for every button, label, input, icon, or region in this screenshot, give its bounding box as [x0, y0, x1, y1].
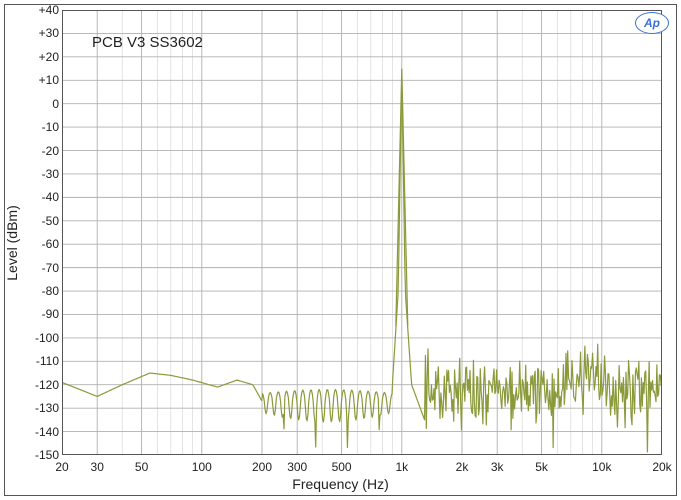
y-tick-label: -80 — [23, 284, 59, 298]
x-tick-label: 20k — [652, 460, 671, 474]
ap-logo-text: Ap — [635, 12, 669, 34]
chart-container: Level (dBm) Frequency (Hz) +40 +30 +20 +10 0… — [0, 0, 681, 500]
x-tick-label: 50 — [135, 460, 148, 474]
data-series — [62, 69, 662, 452]
x-tick-label: 2k — [456, 460, 469, 474]
x-axis-label: Frequency (Hz) — [0, 476, 681, 492]
grid — [62, 10, 662, 455]
y-tick-label: -50 — [23, 214, 59, 228]
y-tick-label: -20 — [23, 144, 59, 158]
x-tick-label: 500 — [332, 460, 352, 474]
y-tick-label: -40 — [23, 190, 59, 204]
y-tick-label: +20 — [23, 50, 59, 64]
chart-title: PCB V3 SS3602 — [92, 34, 203, 51]
y-tick-label: -150 — [23, 448, 59, 462]
y-tick-label: 0 — [23, 97, 59, 111]
x-tick-label: 100 — [192, 460, 212, 474]
ap-logo: Ap — [635, 12, 667, 32]
x-tick-label: 3k — [491, 460, 504, 474]
y-tick-label: +40 — [23, 3, 59, 17]
y-tick-label: -90 — [23, 307, 59, 321]
y-tick-label: -120 — [23, 378, 59, 392]
x-tick-label: 20 — [55, 460, 68, 474]
y-tick-label: +10 — [23, 73, 59, 87]
y-tick-label: -100 — [23, 331, 59, 345]
y-axis-label-container: Level (dBm) — [2, 0, 22, 500]
y-tick-label: -30 — [23, 167, 59, 181]
x-tick-label: 300 — [287, 460, 307, 474]
y-tick-label: -60 — [23, 237, 59, 251]
y-axis-label: Level (dBm) — [4, 203, 20, 283]
x-tick-label: 30 — [91, 460, 104, 474]
y-tick-label: -10 — [23, 120, 59, 134]
y-tick-label: +30 — [23, 26, 59, 40]
x-tick-label: 200 — [252, 460, 272, 474]
y-tick-label: -140 — [23, 425, 59, 439]
plot-area — [62, 10, 662, 455]
y-tick-label: -130 — [23, 401, 59, 415]
y-tick-label: -110 — [23, 354, 59, 368]
x-tick-label: 5k — [535, 460, 548, 474]
x-tick-label: 10k — [592, 460, 611, 474]
x-tick-label: 1k — [395, 460, 408, 474]
y-tick-label: -70 — [23, 261, 59, 275]
